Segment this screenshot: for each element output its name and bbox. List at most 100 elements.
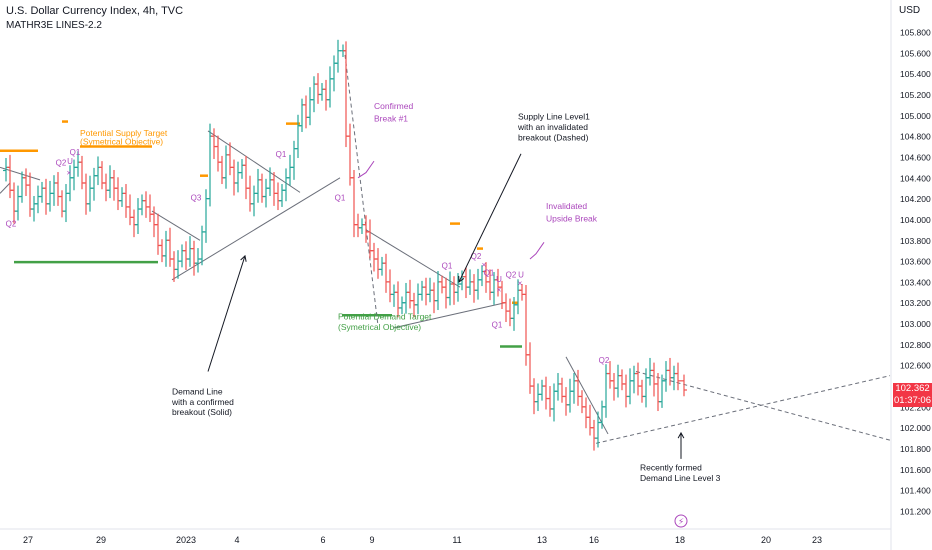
trendline bbox=[595, 375, 891, 444]
last-price-tag: 102.362 01:37:06 bbox=[893, 383, 932, 407]
last-price-value: 102.362 bbox=[895, 383, 930, 394]
time-tick-label: 29 bbox=[96, 535, 106, 545]
annotation-text: (Symetrical Objective) bbox=[80, 136, 163, 146]
price-tick-label: 102.800 bbox=[900, 340, 931, 350]
price-bars bbox=[3, 39, 687, 451]
countdown-value: 01:37:06 bbox=[894, 395, 931, 406]
annotation-text: Supply Line Level1 bbox=[518, 111, 590, 121]
callout-arrow bbox=[529, 242, 545, 260]
annotation-text: with an invalidated bbox=[517, 122, 588, 132]
wave-marker: × bbox=[497, 285, 502, 294]
wave-marker: Q1 bbox=[442, 261, 453, 270]
arrow-line bbox=[207, 255, 246, 372]
trendline bbox=[171, 177, 341, 281]
wave-marker: U bbox=[496, 275, 502, 284]
price-tick-label: 101.800 bbox=[900, 444, 931, 454]
price-tick-label: 102.000 bbox=[900, 423, 931, 433]
price-tick-label: 104.600 bbox=[900, 152, 931, 162]
wave-marker: × bbox=[518, 279, 523, 288]
annotation-text: Invalidated bbox=[546, 201, 587, 211]
trendline bbox=[0, 166, 41, 181]
time-tick-label: 13 bbox=[537, 535, 547, 545]
price-tick-label: 104.200 bbox=[900, 194, 931, 204]
wave-marker: Q2 bbox=[506, 271, 517, 280]
trendline bbox=[393, 302, 506, 329]
lightning-glyph: ⚡ bbox=[678, 518, 684, 528]
annotation-text: Recently formed bbox=[640, 462, 702, 472]
wave-marker: Q2 bbox=[6, 220, 17, 229]
price-tick-label: 105.000 bbox=[900, 111, 931, 121]
event-marker[interactable]: ⚡ bbox=[674, 514, 688, 528]
annotation-text: Upside Break bbox=[546, 214, 598, 224]
arrows bbox=[207, 153, 685, 459]
price-tick-label: 105.800 bbox=[900, 28, 931, 38]
wave-marker: Q1 bbox=[492, 321, 503, 330]
wave-marker: × bbox=[67, 169, 72, 178]
level-lines bbox=[0, 120, 522, 348]
arrow-head bbox=[458, 275, 465, 283]
price-tick-label: 103.400 bbox=[900, 277, 931, 287]
trendline bbox=[207, 130, 301, 193]
annotations: Potential Supply Target(Symetrical Objec… bbox=[80, 101, 721, 483]
wave-marker: U bbox=[518, 271, 524, 280]
annotation-text: with a confirmed bbox=[171, 397, 234, 407]
price-tick-label: 101.400 bbox=[900, 486, 931, 496]
wave-marker: U bbox=[67, 157, 73, 166]
wave-marker: Q1 bbox=[70, 148, 81, 157]
price-tick-label: 105.400 bbox=[900, 69, 931, 79]
time-tick-label: 11 bbox=[452, 535, 461, 545]
trendline bbox=[365, 229, 461, 288]
time-tick-label: 16 bbox=[589, 535, 599, 545]
price-tick-label: 105.600 bbox=[900, 48, 931, 58]
price-axis[interactable]: 105.800 105.600 105.400 105.200 105.000 104.8… bbox=[900, 28, 931, 517]
arrow-head bbox=[240, 254, 247, 262]
wave-marker: Q2 bbox=[599, 356, 610, 365]
annotation-text: Potential Supply Target bbox=[80, 128, 168, 138]
time-tick-label: 2023 bbox=[176, 535, 196, 545]
price-tick-label: 105.200 bbox=[900, 90, 931, 100]
annotation-text: breakout (Dashed) bbox=[518, 132, 589, 142]
arrow-line bbox=[458, 153, 522, 283]
annotation-text: Demand Line Level 3 bbox=[640, 473, 721, 483]
wave-marker: Q1 bbox=[276, 150, 287, 159]
price-tick-label: 101.600 bbox=[900, 465, 931, 475]
wave-marker: Q3 bbox=[191, 194, 202, 203]
time-tick-label: 27 bbox=[23, 535, 33, 545]
annotation-text: Confirmed bbox=[374, 101, 413, 111]
trendline bbox=[0, 182, 11, 194]
callout-arrow bbox=[357, 160, 375, 179]
lightning-icon bbox=[674, 514, 688, 528]
arrow-head bbox=[677, 431, 685, 439]
chart-title: U.S. Dollar Currency Index, 4h, TVC bbox=[6, 5, 184, 17]
price-tick-label: 104.400 bbox=[900, 173, 931, 183]
price-tick-label: 103.600 bbox=[900, 257, 931, 267]
time-tick-label: 23 bbox=[812, 535, 822, 545]
annotation-text: (Symetrical Objective) bbox=[338, 322, 421, 332]
trendline bbox=[565, 356, 609, 435]
wave-marker: Q1 bbox=[484, 269, 495, 278]
price-tick-label: 104.800 bbox=[900, 132, 931, 142]
trendline bbox=[151, 210, 201, 241]
time-tick-label: 9 bbox=[369, 535, 374, 545]
time-tick-label: 6 bbox=[320, 535, 325, 545]
indicator-name: MATHR3E LINES-2.2 bbox=[6, 20, 102, 31]
price-tick-label: 104.000 bbox=[900, 215, 931, 225]
price-tick-label: 103.000 bbox=[900, 319, 931, 329]
wave-marker: × bbox=[482, 260, 487, 269]
time-tick-label: 4 bbox=[234, 535, 239, 545]
annotation-text: Potential Demand Target bbox=[338, 311, 432, 321]
wave-marker: Q1 bbox=[335, 194, 346, 203]
trendline bbox=[344, 54, 379, 326]
annotation-text: Demand Line bbox=[172, 386, 223, 396]
time-axis[interactable]: 27 29 2023 4 6 9 11 13 16 18 20 23 bbox=[23, 535, 822, 545]
wave-marker: Q2 bbox=[471, 252, 482, 261]
currency-label: USD bbox=[899, 5, 921, 16]
price-tick-label: 102.200 bbox=[900, 402, 931, 412]
price-tick-label: 101.200 bbox=[900, 507, 931, 517]
price-tick-label: 102.600 bbox=[900, 361, 931, 371]
wave-marker: Q2 bbox=[56, 158, 67, 167]
annotation-text: Break #1 bbox=[374, 114, 408, 124]
annotation-text: breakout (Solid) bbox=[172, 407, 232, 417]
